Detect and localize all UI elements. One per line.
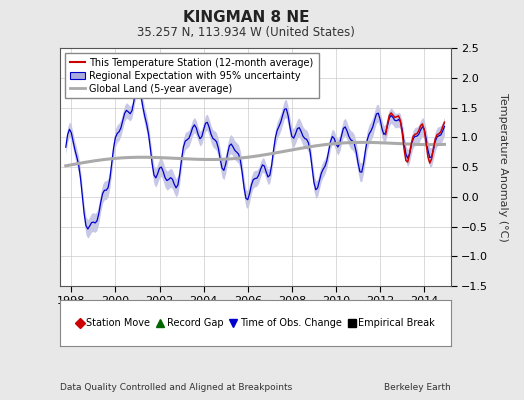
Y-axis label: Temperature Anomaly (°C): Temperature Anomaly (°C) — [497, 93, 508, 241]
Text: Data Quality Controlled and Aligned at Breakpoints: Data Quality Controlled and Aligned at B… — [60, 383, 292, 392]
Legend: Station Move, Record Gap, Time of Obs. Change, Empirical Break: Station Move, Record Gap, Time of Obs. C… — [73, 315, 438, 331]
Text: 35.257 N, 113.934 W (United States): 35.257 N, 113.934 W (United States) — [137, 26, 355, 39]
Text: Berkeley Earth: Berkeley Earth — [384, 383, 451, 392]
Legend: This Temperature Station (12-month average), Regional Expectation with 95% uncer: This Temperature Station (12-month avera… — [65, 53, 319, 98]
Text: KINGMAN 8 NE: KINGMAN 8 NE — [183, 10, 310, 25]
